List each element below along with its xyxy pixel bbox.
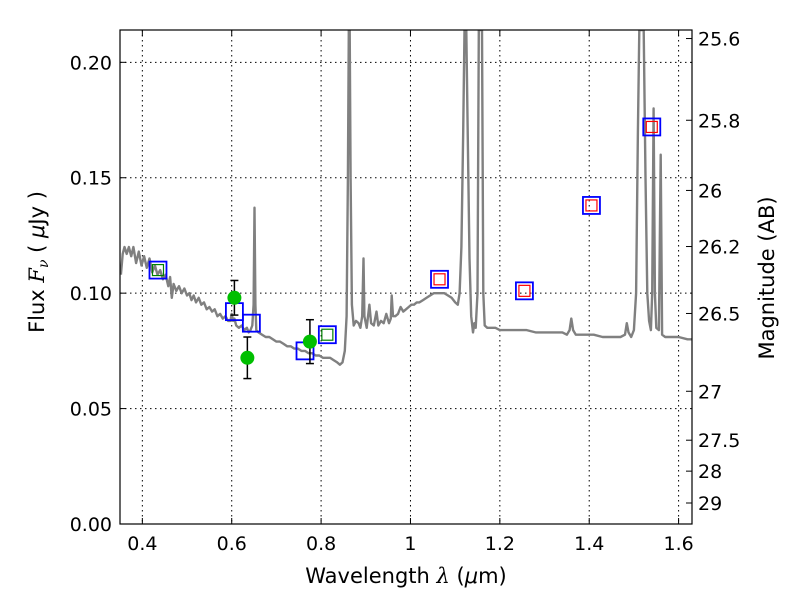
observed-green-square (321, 328, 334, 341)
x-tick-label: 1.6 (663, 533, 693, 555)
observed-red-square (645, 120, 658, 134)
mag-tick-label: 25.8 (698, 110, 740, 132)
y-tick-label: 0.20 (70, 52, 112, 74)
y-tick-label: 0.10 (70, 283, 112, 305)
mag-tick-label: 28 (698, 461, 722, 483)
x-tick-label: 1 (404, 533, 416, 555)
model-photometry-blue-square (148, 260, 168, 280)
model-sed-line-layer (120, 30, 692, 366)
model-photometry-blue-square (430, 269, 449, 289)
x-tick-label: 1.4 (574, 533, 604, 555)
model-photometry-blue-square (317, 325, 337, 345)
y-axis-title: Flux Fν ( μJy ) (25, 191, 52, 333)
model-photometry-blue-square (515, 281, 534, 301)
axis-tick-labels: 0.4 0.6 0.8 1 1.2 1.4 1.6 0.00 0.05 0.10 0.15 0.20 2… (70, 29, 741, 555)
grid-lines (120, 30, 692, 525)
mag-tick-label: 26 (698, 180, 722, 202)
observed-red-square (518, 284, 531, 297)
y-tick-label: 0.15 (70, 168, 112, 190)
right-axis-title: Magnitude (AB) (755, 196, 779, 359)
observed-green-point (302, 334, 317, 349)
model-sed-line (120, 30, 692, 366)
x-axis-title: Wavelength λ (μm) (305, 564, 506, 588)
y-tick-label: 0.05 (70, 399, 112, 421)
y-tick-label: 0.00 (70, 514, 112, 536)
observed-red-square (585, 199, 598, 212)
observed-green-point (227, 290, 242, 305)
mag-tick-label: 27 (698, 381, 722, 403)
mag-tick-label: 26.2 (698, 237, 740, 259)
axis-ticks (120, 30, 692, 525)
mag-tick-label: 26.5 (698, 303, 740, 325)
observed-green-point (240, 350, 255, 365)
mag-tick-label: 29 (698, 493, 722, 515)
model-photometry-blue-square (241, 313, 261, 333)
x-tick-label: 0.4 (127, 533, 157, 555)
plot-frame (119, 29, 693, 525)
mag-tick-label: 25.6 (698, 29, 740, 51)
x-tick-label: 0.6 (217, 533, 247, 555)
photometry-markers (148, 117, 662, 380)
observed-green-square (151, 263, 165, 277)
observed-red-square (433, 273, 446, 286)
mag-tick-label: 27.5 (698, 430, 740, 452)
model-photometry-blue-square (642, 117, 662, 137)
x-tick-label: 1.2 (485, 533, 515, 555)
x-tick-label: 0.8 (306, 533, 336, 555)
model-photometry-blue-square (582, 196, 601, 215)
